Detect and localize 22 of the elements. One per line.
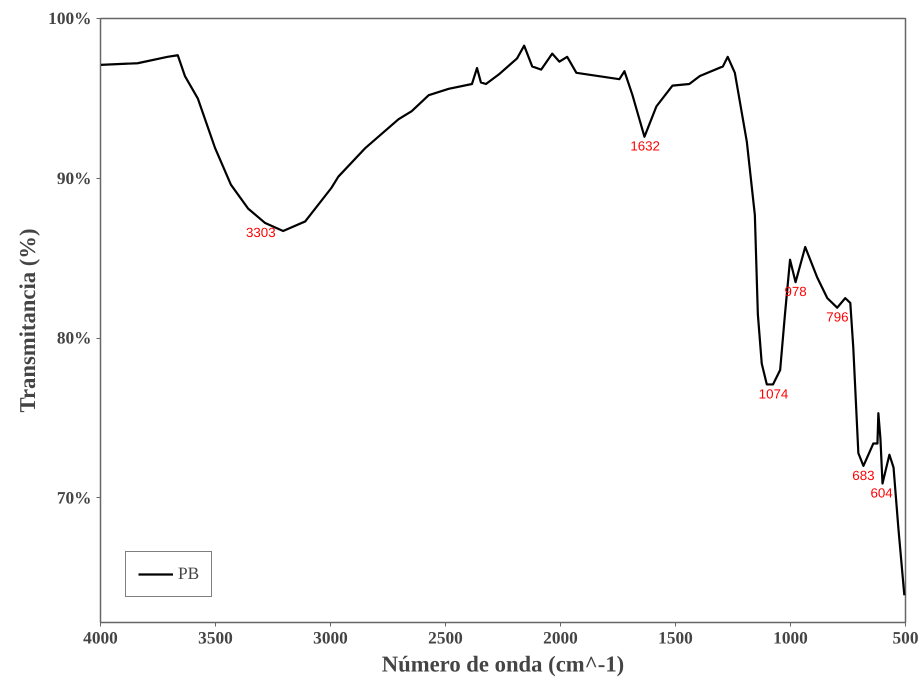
x-tick-label: 3000	[313, 628, 348, 648]
y-tick-label: 70%	[56, 488, 92, 508]
x-tick-label: 1000	[773, 628, 808, 648]
x-tick-label: 3500	[198, 628, 233, 648]
x-tick-label: 1500	[658, 628, 693, 648]
y-axis-title: Transmitancia (%)	[15, 228, 40, 412]
x-tick-label: 500	[892, 628, 919, 648]
x-tick-label: 4000	[83, 628, 118, 648]
line-series	[100, 44, 906, 596]
y-tick-label: 90%	[56, 168, 92, 188]
annotation: 796	[826, 310, 849, 325]
x-tick-label: 2500	[428, 628, 463, 648]
x-axis-title: Número de onda (cm^-1)	[382, 652, 624, 676]
annotation: 1632	[630, 138, 660, 154]
annotation: 683	[852, 468, 875, 483]
annotation: 1074	[758, 386, 789, 402]
x-tick-label: 2000	[543, 628, 578, 648]
legend-label: PB	[178, 564, 200, 584]
annotation: 604	[870, 485, 894, 500]
y-tick-label: 80%	[56, 328, 92, 348]
annotation: 3303	[246, 225, 276, 240]
y-tick-label: 100%	[48, 9, 92, 28]
